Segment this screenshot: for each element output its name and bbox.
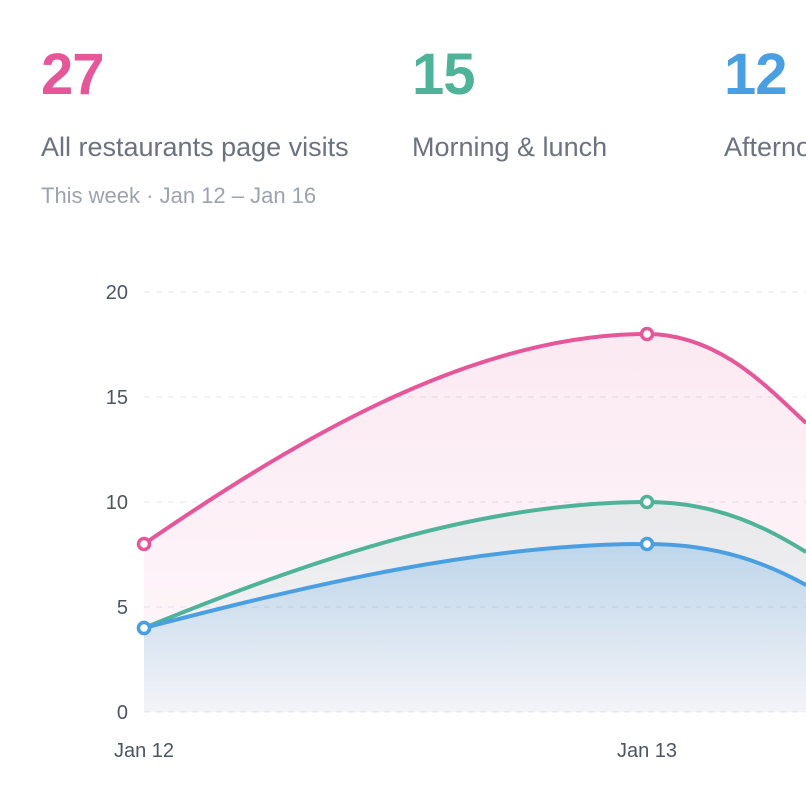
line-afternoon <box>143 541 806 630</box>
stat-value: 27 <box>41 42 105 107</box>
stat-value: 15 <box>412 42 476 107</box>
stat-morning-lunch: 15 Morning & lunch <box>412 40 607 163</box>
stat-all-visits: 27 All restaurants page visits <box>41 40 349 163</box>
axis-tick-label: 5 <box>117 597 128 619</box>
date-range-subtitle: This week · Jan 12 – Jan 16 <box>41 183 317 208</box>
axis-tick-label: 0 <box>117 702 128 724</box>
stat-label: All restaurants page visits <box>41 132 349 162</box>
line-morning-lunch <box>143 499 806 630</box>
stat-value: 12 <box>724 42 788 107</box>
y-axis: 20 15 10 5 0 <box>106 282 128 724</box>
x-axis: Jan 12 Jan 13 <box>114 740 677 762</box>
area-afternoon <box>144 544 806 712</box>
axis-tick-label: 20 <box>106 282 128 304</box>
axis-tick-label: 15 <box>106 387 128 409</box>
axis-tick-label: Jan 13 <box>617 740 677 762</box>
line-all-visits <box>142 331 806 546</box>
point-all-visits-jan12 <box>136 536 152 552</box>
point-afternoon-jan13 <box>639 536 655 552</box>
stat-label: Morning & lunch <box>412 132 608 162</box>
stat-label: Afternoon <box>724 132 806 162</box>
point-all-visits-jan13 <box>639 326 655 342</box>
stat-afternoon: 12 Afternoon <box>724 40 806 163</box>
axis-tick-label: 10 <box>106 492 128 514</box>
point-morning-lunch-jan13 <box>639 494 655 510</box>
point-afternoon-jan12 <box>136 620 152 636</box>
axis-tick-label: Jan 12 <box>114 740 174 762</box>
